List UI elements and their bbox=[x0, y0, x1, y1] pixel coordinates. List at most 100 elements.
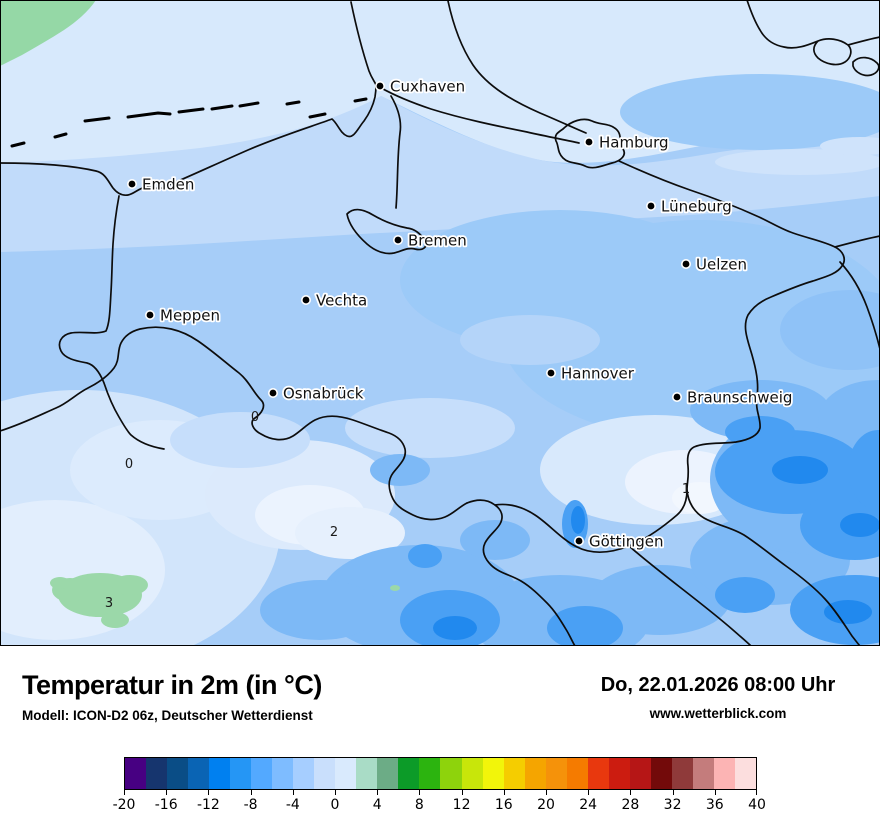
city-dot bbox=[394, 236, 402, 244]
colorbar-tick bbox=[292, 790, 294, 795]
contour-value-label: 2 bbox=[330, 525, 338, 540]
page-title: Temperatur in 2m (in °C) bbox=[22, 670, 322, 700]
colorbar-tick-label: 8 bbox=[414, 797, 424, 813]
city-label: Vechta bbox=[316, 292, 367, 310]
colorbar-tick-label: 4 bbox=[372, 797, 382, 813]
colorbar-segment bbox=[188, 758, 210, 789]
city-markers: Cuxhaven Hamburg Emden Lüneburg Bremen Uelzen… bbox=[127, 76, 794, 552]
colorbar-tick bbox=[419, 790, 421, 795]
colorbar-segment bbox=[398, 758, 420, 789]
colorbar-segment bbox=[713, 758, 735, 789]
border-branch-right-upper bbox=[834, 235, 880, 248]
city-label: Lüneburg bbox=[661, 198, 732, 216]
colorbar-tick-label: -12 bbox=[196, 797, 220, 813]
colorbar-tick bbox=[630, 790, 632, 795]
nrw-border bbox=[0, 326, 468, 521]
colorbar-tick-label: 16 bbox=[494, 797, 513, 813]
city-dot bbox=[547, 369, 555, 377]
colorbar-segment bbox=[167, 758, 189, 789]
colorbar-tick bbox=[124, 790, 125, 795]
eastern-state-border bbox=[618, 160, 861, 646]
colorbar-segment bbox=[293, 758, 315, 789]
city-label: Cuxhaven bbox=[390, 78, 465, 96]
colorbar-tick-label: 24 bbox=[579, 797, 598, 813]
city-marker: Braunschweig bbox=[672, 387, 794, 408]
colorbar-segment bbox=[629, 758, 651, 789]
colorbar-segment bbox=[419, 758, 441, 789]
city-marker: Hannover bbox=[546, 363, 637, 384]
colorbar-segment bbox=[230, 758, 252, 789]
colorbar-segment bbox=[587, 758, 609, 789]
colorbar-segment bbox=[272, 758, 294, 789]
weser-river bbox=[390, 95, 402, 209]
colorbar-tick-label: 28 bbox=[621, 797, 640, 813]
colorbar-segment bbox=[440, 758, 462, 789]
colorbar-tick-label: -4 bbox=[285, 797, 300, 813]
city-dot bbox=[376, 82, 384, 90]
colorbar-tick-label: -16 bbox=[154, 797, 178, 813]
frisian-islands bbox=[10, 97, 368, 148]
colorbar-tick bbox=[461, 790, 463, 795]
colorbar-segment bbox=[524, 758, 546, 789]
colorbar bbox=[124, 757, 757, 790]
colorbar-tick bbox=[335, 790, 336, 795]
contour-value-label: 0 bbox=[251, 410, 259, 425]
colorbar-tick bbox=[672, 790, 674, 795]
colorbar-tick bbox=[546, 790, 547, 795]
colorbar-tick-label: -20 bbox=[112, 797, 136, 813]
city-label: Bremen bbox=[408, 232, 467, 250]
city-dot bbox=[673, 393, 681, 401]
colorbar-tick bbox=[208, 790, 210, 795]
colorbar-tick-label: -8 bbox=[243, 797, 258, 813]
colorbar-segment bbox=[146, 758, 168, 789]
contour-labels: 0 0 1 2 3 bbox=[105, 410, 690, 611]
bremen-boundary bbox=[346, 208, 427, 255]
contour-value-label: 3 bbox=[105, 596, 113, 611]
colorbar-tick bbox=[756, 790, 757, 795]
colorbar-tick bbox=[503, 790, 505, 795]
hessen-border bbox=[466, 499, 576, 646]
city-dot bbox=[128, 180, 136, 188]
city-label: Hannover bbox=[561, 365, 635, 383]
colorbar-segment bbox=[482, 758, 504, 789]
city-label: Hamburg bbox=[599, 134, 669, 152]
city-dot bbox=[585, 138, 593, 146]
elbe-north-bank bbox=[447, 0, 587, 134]
elbe-mouth-west-bank bbox=[350, 1, 377, 86]
city-marker: Cuxhaven bbox=[375, 76, 467, 97]
city-marker: Bremen bbox=[393, 230, 468, 251]
coastline bbox=[0, 84, 377, 197]
colorbar-tick-label: 32 bbox=[663, 797, 682, 813]
border-lines bbox=[0, 0, 880, 646]
colorbar-segment bbox=[545, 758, 567, 789]
city-label: Emden bbox=[142, 176, 194, 194]
city-marker: Vechta bbox=[301, 290, 369, 311]
city-marker: Lüneburg bbox=[646, 196, 734, 217]
model-info: Modell: ICON-D2 06z, Deutscher Wetterdie… bbox=[22, 708, 313, 723]
city-dot bbox=[302, 296, 310, 304]
hamburg-boundary bbox=[554, 118, 626, 169]
colorbar-tick bbox=[377, 790, 379, 795]
city-dot bbox=[575, 537, 583, 545]
colorbar-tick bbox=[250, 790, 252, 795]
city-label: Osnabrück bbox=[283, 385, 364, 403]
colorbar-segment bbox=[734, 758, 756, 789]
colorbar-segment bbox=[251, 758, 273, 789]
colorbar-segment bbox=[566, 758, 588, 789]
colorbar-tick-label: 20 bbox=[537, 797, 555, 813]
footer-right-block: Do, 22.01.2026 08:00 Uhr www.wetterblick… bbox=[558, 674, 878, 721]
colorbar-segment bbox=[335, 758, 357, 789]
colorbar-segment bbox=[461, 758, 483, 789]
colorbar-segment bbox=[356, 758, 378, 789]
temperature-map: 0 0 1 2 3 Cuxhaven Hamburg Emden Lüneburg Bremen… bbox=[0, 0, 880, 646]
colorbar-segment bbox=[209, 758, 231, 789]
northeast-border-lakes bbox=[746, 0, 880, 77]
temperature-colorbar: -20 -16 -12 -8 -4 0 4 8 12 16 20 24 28 32 36 40 bbox=[113, 757, 766, 817]
city-label: Meppen bbox=[160, 307, 220, 325]
colorbar-tick-label: 40 bbox=[748, 797, 766, 813]
city-marker: Emden bbox=[127, 174, 196, 195]
city-marker: Hamburg bbox=[584, 132, 670, 153]
southern-border-diagonal bbox=[628, 545, 752, 646]
colorbar-segment bbox=[650, 758, 672, 789]
